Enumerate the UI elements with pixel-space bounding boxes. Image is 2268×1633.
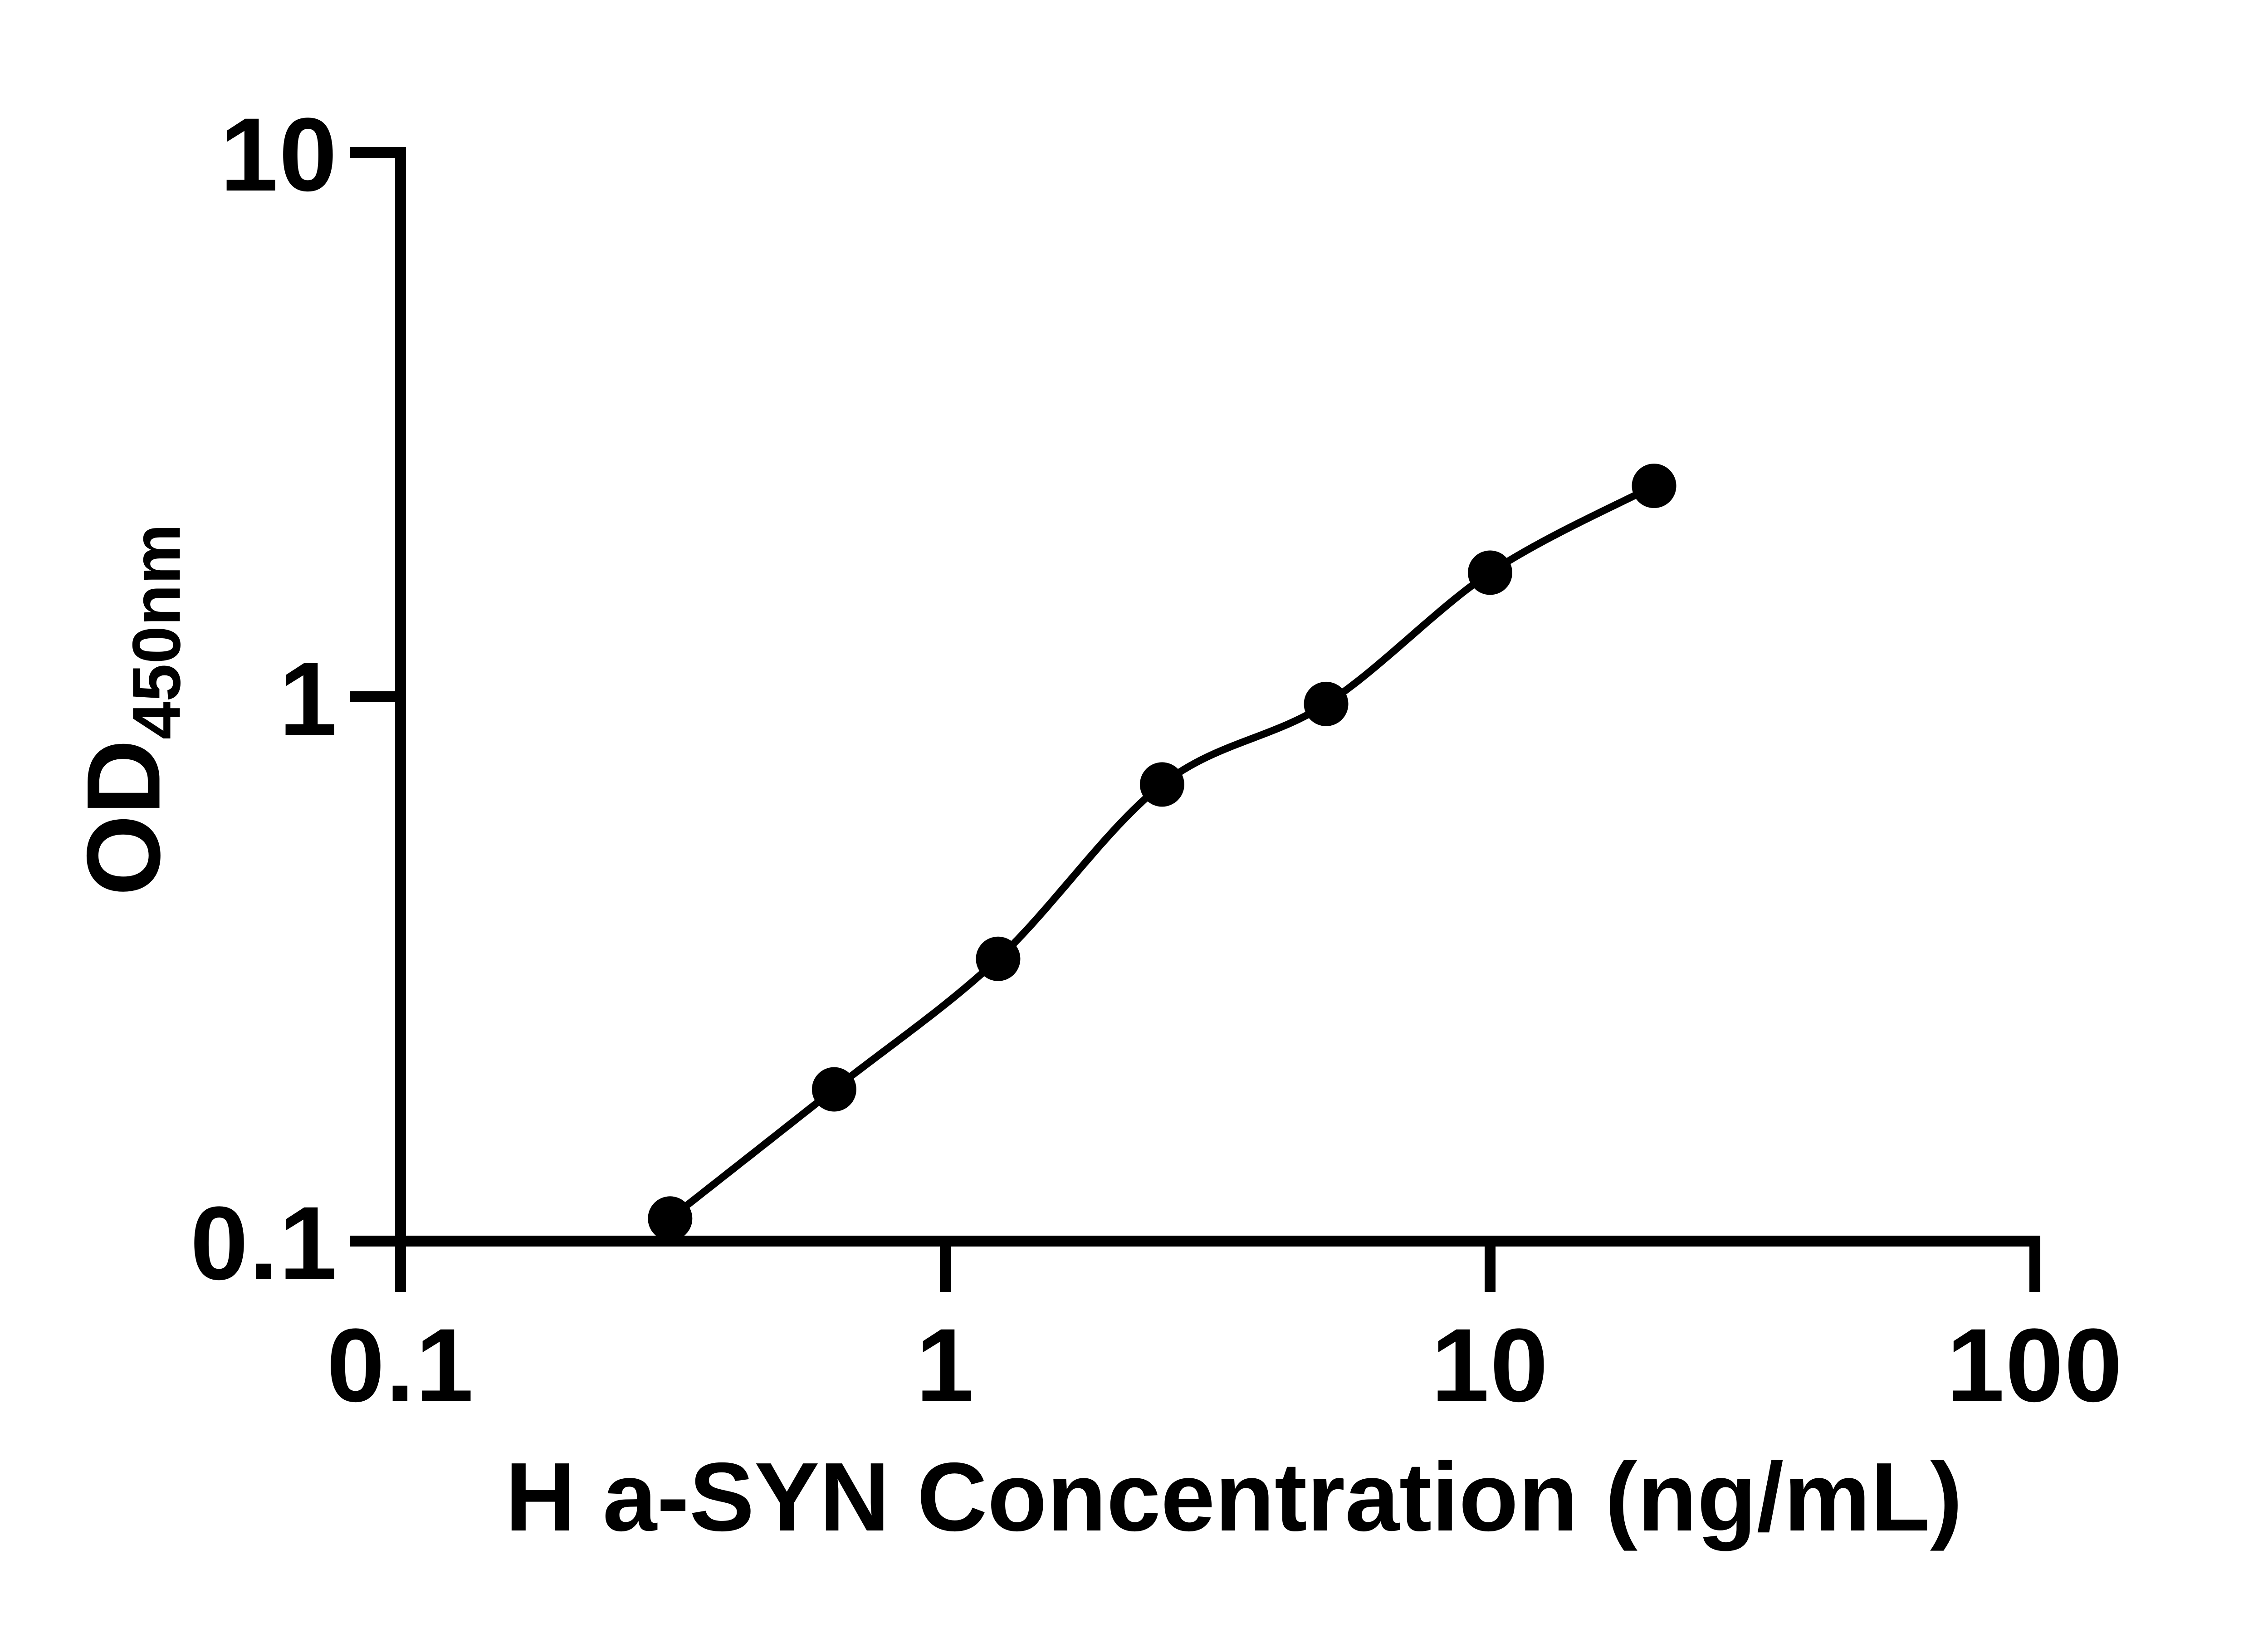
x-axis-title: H a-SYN Concentration (ng/mL)	[505, 1442, 1963, 1551]
x-tick-label: 0.1	[327, 1307, 474, 1423]
data-point	[1468, 550, 1512, 595]
y-tick-label: 1	[279, 640, 338, 757]
x-tick-mark	[2029, 1247, 2040, 1292]
data-point	[648, 1196, 693, 1241]
data-point	[1632, 464, 1677, 508]
y-tick-label: 10	[220, 96, 338, 213]
y-axis-title-main: OD	[65, 739, 182, 896]
x-tick-mark	[940, 1247, 951, 1292]
y-tick-mark	[350, 1236, 395, 1247]
data-point	[1304, 681, 1349, 726]
y-tick-label: 0.1	[190, 1185, 338, 1301]
data-point	[1139, 762, 1184, 807]
y-tick-mark	[350, 691, 395, 702]
data-point	[976, 936, 1021, 981]
fit-curve-line	[666, 482, 1658, 1222]
y-axis-line	[395, 147, 406, 1247]
x-tick-label: 100	[1946, 1307, 2123, 1423]
x-tick-mark	[395, 1247, 406, 1292]
y-tick-mark	[350, 147, 395, 158]
data-point	[811, 1067, 856, 1112]
y-axis-title-subscript: 450nm	[118, 523, 195, 740]
x-axis-line	[395, 1236, 2040, 1247]
x-tick-label: 10	[1431, 1307, 1549, 1423]
data-points	[648, 464, 1677, 1241]
y-axis-title: OD450nm	[65, 523, 210, 896]
x-tick-mark	[1485, 1247, 1496, 1292]
x-tick-label: 1	[916, 1307, 975, 1423]
